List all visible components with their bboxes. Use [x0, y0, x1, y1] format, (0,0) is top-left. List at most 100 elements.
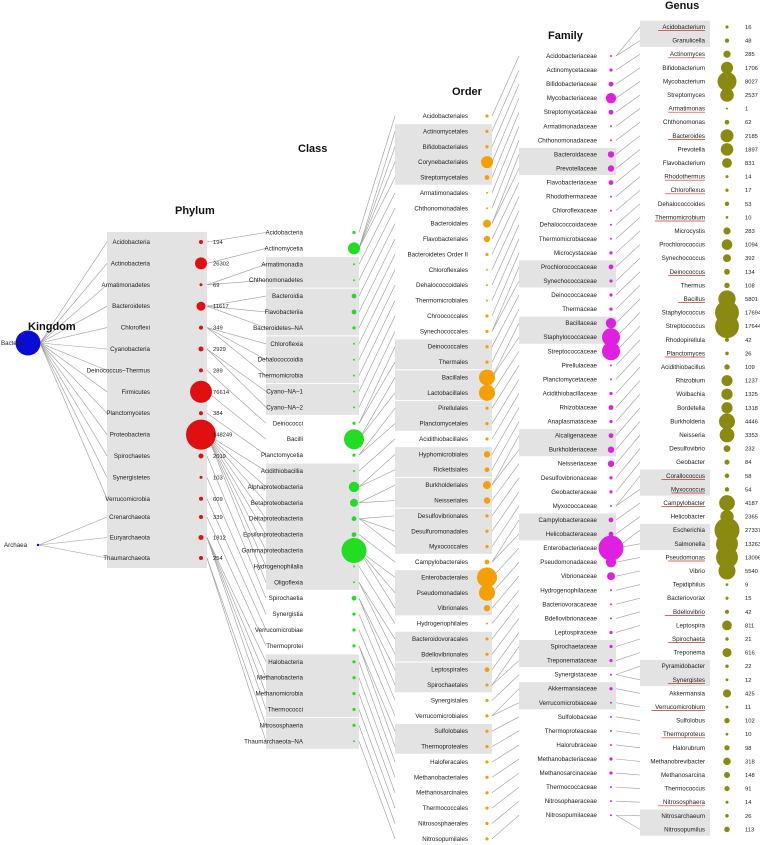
- cls-node-armatimonadia[interactable]: [353, 263, 355, 266]
- order-node-chloroflexales[interactable]: [486, 268, 488, 271]
- order-node-planctomycetales[interactable]: [485, 422, 489, 426]
- cls-node-thaumarchaeota-na[interactable]: [353, 740, 355, 743]
- family-node-bdellovibrionaceae[interactable]: [610, 617, 612, 620]
- cls-node-bacilli[interactable]: [344, 429, 364, 450]
- genus-node-neisseria[interactable]: [719, 427, 735, 443]
- genus-node-vibrio[interactable]: [718, 562, 736, 580]
- genus-node-nitrososphaera[interactable]: [725, 800, 729, 804]
- genus-node-corallococcus[interactable]: [724, 473, 730, 479]
- cls-node-nitrososphaeria[interactable]: [352, 723, 356, 728]
- cls-node-thermococci[interactable]: [352, 707, 356, 712]
- phylum-node-verrucomicrobia[interactable]: [199, 496, 203, 501]
- genus-node-chthonomonas[interactable]: [724, 119, 730, 125]
- order-node-myxococcales[interactable]: [485, 545, 489, 549]
- family-node-thermomicrobiaceae[interactable]: [610, 237, 612, 240]
- genus-node-burkholderia[interactable]: [719, 413, 735, 430]
- cls-node-chloroflexia[interactable]: [353, 342, 355, 345]
- order-node-chroococcales[interactable]: [485, 314, 489, 318]
- order-node-bdellovibrionales[interactable]: [485, 652, 489, 656]
- order-node-vibrionales[interactable]: [483, 604, 491, 612]
- cls-node-synergistia[interactable]: [352, 612, 356, 616]
- genus-node-rhizobium[interactable]: [721, 375, 733, 387]
- family-node-desulfovibrionaceae[interactable]: [609, 476, 613, 480]
- genus-node-bordetella[interactable]: [721, 402, 733, 414]
- family-node-enterobacteriaceae[interactable]: [598, 535, 624, 561]
- genus-node-bacteriovorax[interactable]: [725, 596, 729, 600]
- order-node-neisseriales[interactable]: [483, 497, 491, 504]
- cls-node-alphaproteobacteria[interactable]: [348, 481, 360, 493]
- cls-node-flavobacteriia[interactable]: [351, 309, 357, 315]
- genus-node-nitrosopumilus[interactable]: [724, 826, 730, 833]
- cls-node-methanomicrobia[interactable]: [352, 692, 356, 696]
- kingdom-node-bacteria[interactable]: [15, 330, 41, 356]
- order-node-haloferacales[interactable]: [485, 760, 489, 764]
- genus-node-microcystis[interactable]: [723, 227, 731, 235]
- order-node-synechococcales[interactable]: [485, 329, 489, 333]
- order-node-bacteroidovoracales[interactable]: [485, 637, 489, 641]
- phylum-node-acidobacteria[interactable]: [199, 240, 203, 244]
- order-node-thermoproteales[interactable]: [485, 744, 489, 749]
- family-node-prevotellaceae[interactable]: [607, 165, 615, 172]
- family-node-mycobacteriaceae[interactable]: [605, 92, 617, 104]
- order-node-actinomycetales[interactable]: [485, 129, 489, 133]
- family-node-methanosarcinaceae[interactable]: [609, 771, 613, 775]
- phylum-node-cyanobacteria[interactable]: [198, 346, 204, 352]
- order-node-chthonomonadales[interactable]: [486, 207, 488, 210]
- family-node-sulfolobaceae[interactable]: [610, 715, 612, 718]
- genus-node-pseudomonas[interactable]: [716, 546, 738, 569]
- family-node-neisseriaceae[interactable]: [607, 460, 615, 467]
- cls-node-dehalococcoidia[interactable]: [353, 358, 355, 361]
- cls-node-deinococci[interactable]: [352, 421, 356, 425]
- family-node-methanobacteriaceae[interactable]: [609, 757, 613, 761]
- genus-node-synechococcus[interactable]: [723, 254, 731, 263]
- cls-node-bacteroidetes-na[interactable]: [352, 326, 356, 330]
- genus-node-myxococcus[interactable]: [724, 487, 730, 492]
- family-node-acidobacteriaceae[interactable]: [610, 55, 612, 57]
- phylum-node-chloroflexi[interactable]: [199, 325, 203, 330]
- order-node-bacteroidales[interactable]: [483, 219, 491, 228]
- family-node-planctomycetaceae[interactable]: [610, 378, 612, 381]
- order-node-desulfovibrionales[interactable]: [485, 514, 489, 518]
- cls-node-bacteroidia[interactable]: [351, 293, 357, 299]
- order-node-thermococcales[interactable]: [485, 806, 489, 810]
- cls-node-deltaproteobacteria[interactable]: [351, 516, 357, 522]
- genus-node-streptococcus[interactable]: [715, 314, 739, 339]
- family-node-helicobacteraceae[interactable]: [608, 531, 614, 537]
- genus-node-planctomyces[interactable]: [725, 351, 729, 356]
- family-node-bacillaceae[interactable]: [605, 317, 617, 329]
- genus-node-geobacter[interactable]: [724, 459, 730, 465]
- family-node-thermaceae[interactable]: [609, 307, 613, 311]
- order-node-bacteroidetes-order-ii[interactable]: [485, 252, 489, 257]
- cls-node-acidobacteria[interactable]: [352, 230, 356, 235]
- family-node-armatimonadaceae[interactable]: [610, 125, 612, 128]
- genus-node-akkermansia[interactable]: [722, 689, 732, 698]
- order-node-verrucomicrobiales[interactable]: [485, 714, 489, 718]
- order-node-corynebacteriales[interactable]: [481, 156, 493, 169]
- phylum-node-thaumarchaeota[interactable]: [199, 556, 203, 560]
- cls-node-spirochaetia[interactable]: [351, 595, 357, 601]
- family-node-vibrionaceae[interactable]: [607, 572, 615, 581]
- order-node-hydrogenophilales[interactable]: [486, 622, 488, 625]
- genus-node-thermus[interactable]: [724, 282, 730, 289]
- genus-node-nitrosarchaeum[interactable]: [725, 813, 729, 818]
- family-node-nitrosophaeraceae[interactable]: [610, 800, 612, 803]
- family-node-thermoproteaceae[interactable]: [610, 729, 612, 732]
- genus-node-thermomicrobium[interactable]: [725, 216, 729, 219]
- family-node-microcystaceae[interactable]: [609, 251, 613, 255]
- order-node-methanobacteriales[interactable]: [485, 775, 489, 779]
- order-node-thermomicrobiales[interactable]: [486, 299, 488, 302]
- order-node-hyphomicrobiales[interactable]: [483, 451, 491, 458]
- genus-node-granulicella[interactable]: [724, 38, 730, 43]
- genus-node-prevotella[interactable]: [720, 143, 734, 156]
- genus-node-mycobacterium[interactable]: [717, 71, 737, 91]
- order-node-synergistales[interactable]: [485, 698, 489, 703]
- family-node-geobacteraceae[interactable]: [609, 490, 613, 494]
- family-node-streptococcaceae[interactable]: [602, 342, 620, 361]
- family-node-bacteriovoracaceae[interactable]: [610, 603, 612, 606]
- genus-node-armatimonas[interactable]: [726, 107, 728, 110]
- order-node-acidithiobacillales[interactable]: [485, 437, 489, 441]
- cls-node-acidithiobacillia[interactable]: [353, 470, 355, 472]
- phylum-node-euryarchaeota[interactable]: [198, 535, 204, 540]
- family-node-leptospiraceae[interactable]: [609, 630, 613, 635]
- order-node-campylobacterales[interactable]: [484, 559, 490, 565]
